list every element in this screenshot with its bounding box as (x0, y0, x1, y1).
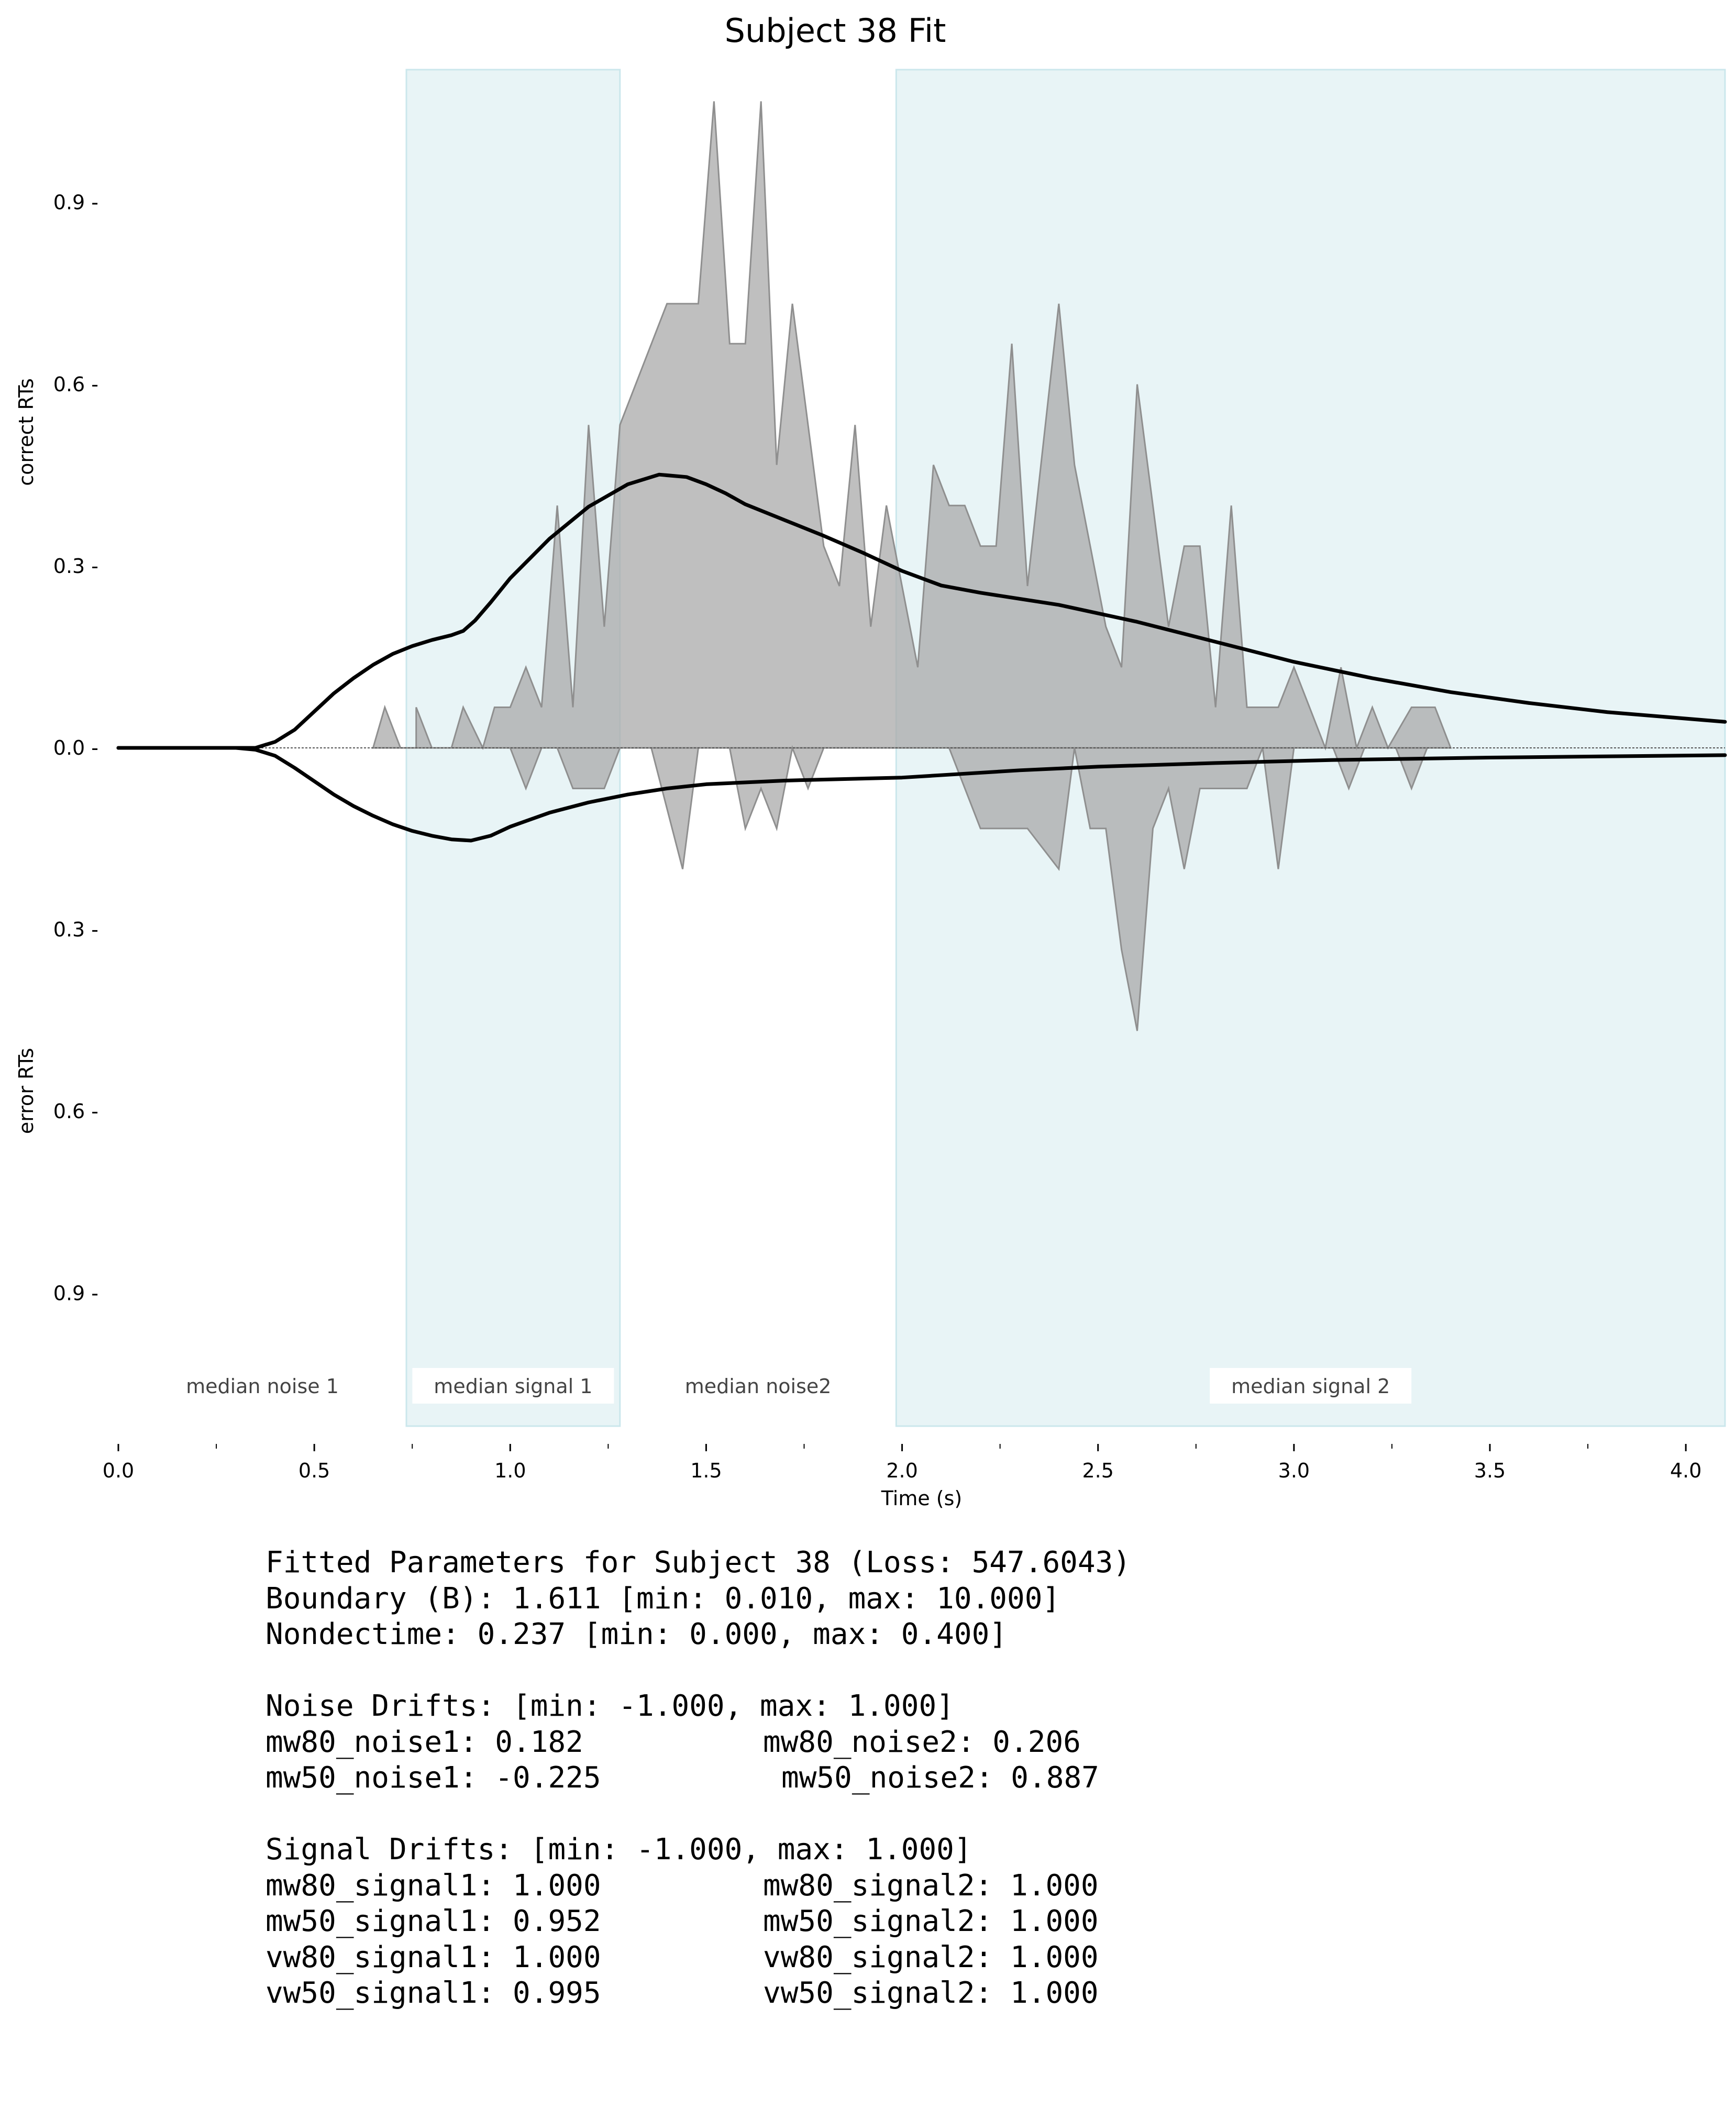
noise-drift-left: mw80_noise1: 0.182 (266, 1725, 583, 1759)
x-tick-label: 2.5 (1082, 1459, 1114, 1482)
model-error-curve (116, 746, 1727, 843)
region-label: median noise 1 (186, 1375, 339, 1398)
signal-drift-row: vw80_signal1: 1.000 vw80_signal2: 1.000 (266, 1940, 1627, 1976)
region-label: median signal 2 (1231, 1375, 1390, 1398)
y-tick-label: 0.3 - (53, 918, 98, 941)
signal-drift-right: mw80_signal2: 1.000 (763, 1868, 1099, 1903)
y-axis: 0.9 - 0.6 - 0.3 - 0.0 - 0.3 - 0.6 - 0.9 - (53, 191, 98, 1305)
signal-drift-left: mw80_signal1: 1.000 (266, 1868, 601, 1903)
y-tick-label: 0.6 - (53, 1100, 98, 1123)
signal-drift-row: mw80_signal1: 1.000 mw80_signal2: 1.000 (266, 1868, 1627, 1904)
noise-drift-right: mw80_noise2: 0.206 (763, 1725, 1081, 1759)
x-axis-label: Time (s) (881, 1487, 963, 1510)
signal-drift-left: vw80_signal1: 1.000 (266, 1940, 601, 1974)
region-label-box (1210, 1368, 1412, 1404)
signal-drifts-header: Signal Drifts: [min: -1.000, max: 1.000] (266, 1833, 972, 1867)
params-boundary: Boundary (B): 1.611 [min: 0.010, max: 10… (266, 1581, 1060, 1616)
rt-fit-chart: Subject 38 Fit median noise 1 median sign… (15, 12, 1727, 1510)
x-tick-label: 1.0 (494, 1459, 526, 1482)
signal-drift-right: vw50_signal2: 1.000 (763, 1976, 1099, 2010)
noise-drift-left: mw50_noise1: -0.225 (266, 1761, 601, 1795)
fitted-parameters-panel: Fitted Parameters for Subject 38 (Loss: … (266, 1545, 1627, 2012)
region-label: median signal 1 (434, 1375, 592, 1398)
noise-drift-row: mw80_noise1: 0.182 mw80_noise2: 0.206 (266, 1725, 1627, 1761)
histogram-correct (372, 101, 1452, 751)
y-tick-label: 0.6 - (53, 373, 98, 396)
signal-drift-left: vw50_signal1: 0.995 (266, 1976, 601, 2010)
x-tick-label: 0.0 (103, 1459, 134, 1482)
y-axis-label-error: error RTs (15, 1048, 38, 1134)
noise-drift-right: mw50_noise2: 0.887 (781, 1761, 1099, 1795)
x-tick-label: 1.5 (690, 1459, 722, 1482)
params-nondectime: Nondectime: 0.237 [min: 0.000, max: 0.40… (266, 1617, 1008, 1651)
y-tick-label: 0.3 - (53, 555, 98, 578)
x-tick-label: 3.0 (1278, 1459, 1310, 1482)
chart-title: Subject 38 Fit (725, 12, 946, 50)
signal-drift-right: mw50_signal2: 1.000 (763, 1904, 1099, 1938)
region-label-layer: median noise 1 median signal 1 median nois… (167, 1368, 1412, 1404)
y-tick-label: 0.9 - (53, 1282, 98, 1305)
x-tick-label: 0.5 (298, 1459, 330, 1482)
signal-drift-row: mw50_signal1: 0.952 mw50_signal2: 1.000 (266, 1904, 1627, 1940)
noise-drift-row: mw50_noise1: -0.225 mw50_noise2: 0.887 (266, 1760, 1627, 1796)
histogram-layer (118, 101, 1725, 1031)
y-tick-label: 0.9 - (53, 191, 98, 214)
y-tick-label: 0.0 - (53, 736, 98, 759)
region-label-box (412, 1368, 614, 1404)
signal-drift-row: vw50_signal1: 0.995 vw50_signal2: 1.000 (266, 1975, 1627, 2012)
region-label: median noise2 (685, 1375, 832, 1398)
region-label-box (669, 1368, 847, 1404)
region-label-box (167, 1368, 357, 1404)
x-tick-label: 3.5 (1474, 1459, 1506, 1482)
x-tick-label: 2.0 (886, 1459, 917, 1482)
noise-drifts-header: Noise Drifts: [min: -1.000, max: 1.000] (266, 1689, 954, 1723)
signal-drift-right: vw80_signal2: 1.000 (763, 1940, 1099, 1974)
x-tick-label: 4.0 (1670, 1459, 1701, 1482)
params-header: Fitted Parameters for Subject 38 (Loss: … (266, 1546, 1131, 1580)
model-correct-curve (116, 472, 1727, 750)
y-axis-label-correct: correct RTs (15, 378, 38, 486)
x-axis: 0.0 0.5 1.0 1.5 2.0 2.5 3.0 3.5 4.0 (103, 1444, 1701, 1482)
model-curve-layer (116, 472, 1727, 843)
signal-drift-left: mw50_signal1: 0.952 (266, 1904, 601, 1938)
